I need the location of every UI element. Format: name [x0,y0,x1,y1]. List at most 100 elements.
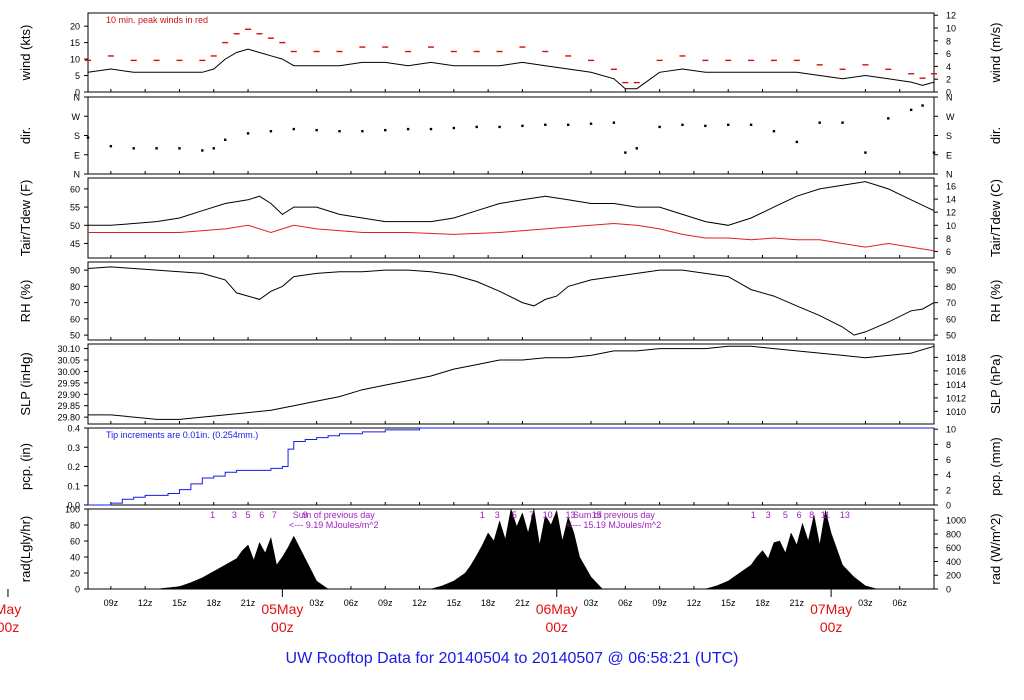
y-tick-label-right: 400 [946,557,961,567]
wind-peak-mark [542,50,549,53]
y-tick-label-right: 1010 [946,407,966,417]
y-tick-label-right: 12 [946,208,956,218]
panel-frame [87,261,935,341]
panel-precip: pcp. (in) pcp. (mm) 0.0 0.1 0.2 0.3 0.4 0 2 4 6 8 10… [18,424,1003,511]
panel-radiation: rad(Lgly/hr) rad (W/m^2)02040608010002004… [18,505,1003,595]
y-tick-label-right: 14 [946,195,956,205]
wind-peak-mark [496,50,503,53]
wind-peak-mark [107,55,114,57]
dir-point [795,140,799,144]
y-tick-label-right: 80 [946,282,956,292]
wind-peak-mark [588,59,595,62]
y-tick-label-right: 8 [946,36,951,46]
x-tick-label: 12z [412,598,427,608]
dir-point [223,138,227,141]
wind-peak-mark [199,59,206,62]
wind-peak-mark [565,55,572,57]
y-tick-label-left: 15 [70,38,80,48]
day-sublabel: 00z [271,619,294,635]
radiation-sum-value: <--- 9.19 MJoules/m^2 [289,520,379,530]
x-tick-label: 18z [755,598,770,608]
y-tick-label-right: 1018 [946,353,966,363]
panel-wind: wind (kts) wind (m/s) 0 5 10 15 20 0 2 4 6 8 10 12 10 … [18,11,1003,98]
y-tick-label-right: 90 [946,266,956,276]
tdew-line [88,222,935,252]
y-tick-label-right: 8 [946,234,951,244]
panel-rh: RH (%) RH (%) 50 60 70 80 90 50 60 70 80 90 [18,261,1003,341]
y-tick-label-left: 30.10 [57,344,80,354]
y-tick-label-right: 10 [946,221,956,231]
x-tick-label: 03z [309,598,324,608]
dir-point [109,144,113,148]
y-axis-label-right: rad (W/m^2) [988,513,1003,584]
x-tick-label: 21z [790,598,805,608]
y-tick-label-left: 80 [70,521,80,531]
radiation-hour-label: 3 [495,510,500,520]
x-tick-label: 12z [687,598,702,608]
panel-frame [87,343,935,425]
wind-peak-mark [245,28,252,30]
x-tick-label: 03z [584,598,599,608]
wind-peak-mark [919,77,926,79]
wind-peak-mark [793,59,800,62]
y-tick-label-right: 6 [946,49,951,59]
wind-peak-mark [382,46,389,48]
radiation-area [156,508,877,590]
y-axis-label-left: rad(Lgly/hr) [18,516,33,582]
radiation-hour-label: 5 [246,510,251,520]
panel-frame [87,96,935,175]
y-tick-label-left: 60 [70,537,80,547]
wind-peak-mark [839,68,846,70]
radiation-sum-label: Sum of previous day [573,510,656,520]
radiation-hour-label: 1 [210,510,215,520]
dir-point [544,123,547,127]
y-axis-label-left: RH (%) [18,280,33,323]
dir-point [452,126,456,130]
wind-peak-mark [679,55,686,57]
dir-point [704,124,707,128]
day-sublabel: 00z [545,619,568,635]
y-tick-label-right: 2 [946,75,951,85]
tair-line [88,181,935,226]
y-tick-label-right: 2 [946,485,951,495]
y-tick-label-right: 0 [946,501,951,511]
wind-peak-mark [862,64,869,66]
y-tick-label-right: 10 [946,425,956,435]
dir-point [727,123,730,127]
x-tick-label: 15z [447,598,462,608]
y-tick-label-left: 20 [70,22,80,32]
dir-point [624,151,627,154]
radiation-hour-label: 5 [512,510,517,520]
y-tick-label-left: 0 [75,88,80,98]
x-tick-label: 09z [652,598,667,608]
dir-point [201,149,204,152]
y-tick-label-left: 29.85 [57,401,80,411]
y-tick-label-right: 0 [946,88,951,98]
radiation-hour-label: 13 [565,510,575,520]
y-tick-label-left: 80 [70,282,80,292]
y-axis-label-right: SLP (hPa) [988,354,1003,414]
x-tick-label: 15z [172,598,187,608]
y-tick-label-left: 0.4 [67,424,80,434]
wind-peak-mark [908,73,915,75]
wind-peak-mark [622,81,629,84]
panel-frame [87,12,935,93]
y-tick-label-left: 0.2 [67,462,80,472]
wind-peak-mark [336,50,343,53]
y-tick-label-right: 6 [946,455,951,465]
x-tick-label: 21z [241,598,256,608]
dir-point [384,128,387,132]
y-tick-label-right: 50 [946,331,956,341]
dir-point [132,147,135,150]
wind-peak-mark [313,50,320,53]
panel-dir: dir. dir.N NE ES SW WN N [18,93,1003,180]
y-tick-label-right: 8 [946,440,951,450]
dir-point [772,130,776,133]
y-tick-label-left: 5 [75,71,80,81]
y-tick-label-left: 100 [65,505,80,515]
y-tick-label-left: 50 [70,221,80,231]
day-label: May [0,601,21,617]
dir-point [749,123,753,127]
wind-peak-mark [931,73,937,75]
